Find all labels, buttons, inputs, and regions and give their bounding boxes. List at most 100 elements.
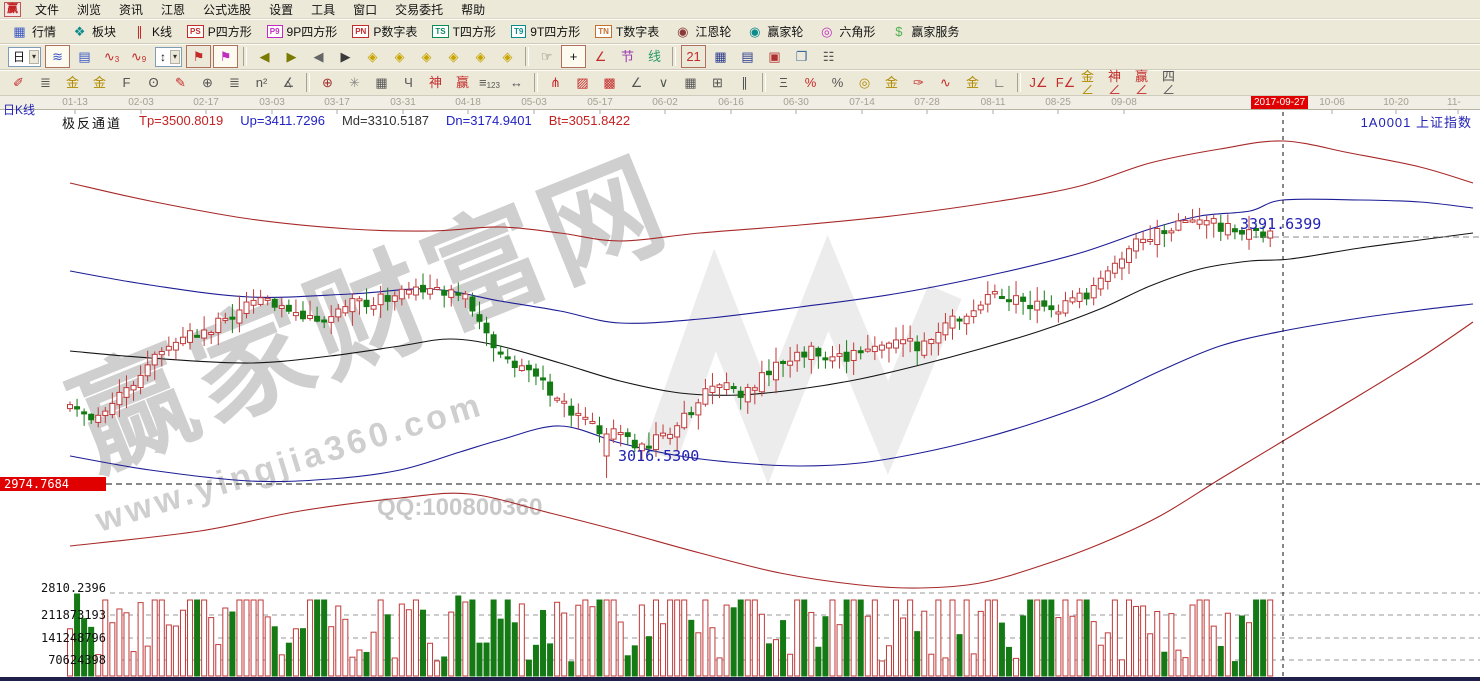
menu-item-settings[interactable]: 设置 [269, 2, 294, 17]
last-page-button[interactable]: ▶ [279, 45, 304, 68]
menu-item-trade-order[interactable]: 交易委托 [395, 2, 444, 17]
width-measure-button[interactable]: ↔ [504, 71, 529, 94]
color-flag-button[interactable]: ⚑ [213, 45, 239, 68]
parallel-channel-button[interactable]: ∥ [732, 71, 757, 94]
golden-band-button[interactable]: 金 [87, 71, 112, 94]
menu-item-window[interactable]: 窗口 [353, 2, 378, 17]
wave-3-button[interactable]: ∿ 3 [99, 45, 124, 68]
shift-right-button[interactable]: ◈ [387, 45, 412, 68]
toolbar-item-quotes[interactable]: ▦ 行情 [11, 23, 56, 40]
golden-circle-button[interactable]: ◎ [852, 71, 877, 94]
ink-marker-button[interactable]: ✑ [906, 71, 931, 94]
fan-lines-button[interactable]: ⋔ [543, 71, 568, 94]
shifted-grid-button[interactable]: ⊞ [705, 71, 730, 94]
win-gann-button[interactable]: 赢 [450, 71, 475, 94]
toolbar-item-gann-wheel[interactable]: ◉ 江恩轮 [674, 23, 731, 40]
screenshot-button[interactable]: ❐ [789, 45, 814, 68]
angle-ruler-button[interactable]: ∡ [276, 71, 301, 94]
candle-style[interactable]: ↕ ▾ [155, 46, 183, 67]
gold-angle-button[interactable]: 金∠ [1080, 70, 1105, 96]
toolbar-item-winner-service[interactable]: $ 赢家服务 [890, 23, 959, 40]
menu-item-browse[interactable]: 浏览 [77, 2, 102, 17]
fit-vertical-button[interactable]: ◈ [495, 45, 520, 68]
compress-x-button[interactable]: ◈ [441, 45, 466, 68]
golden-grid-button[interactable]: 金 [60, 71, 85, 94]
wave-band-button[interactable]: ∿ [933, 71, 958, 94]
gann-flag-button[interactable]: ⚑ [186, 45, 212, 68]
golden-rule-button[interactable]: 金 [879, 71, 904, 94]
j-angle-button[interactable]: J∠ [1026, 71, 1051, 94]
menu-item-gann[interactable]: 江恩 [161, 2, 186, 17]
hand-tool-button[interactable]: ☞ [534, 45, 559, 68]
j-angle-icon: J∠ [1029, 75, 1048, 90]
square-of-nine-button[interactable]: n² [249, 71, 274, 94]
toolbar-item-winner-wheel[interactable]: ◉ 赢家轮 [746, 23, 803, 40]
notes-button[interactable]: ▤ [735, 45, 760, 68]
menu-item-news[interactable]: 资讯 [119, 2, 144, 17]
toolbar-item-9p-square[interactable]: P9 9P四方形 [266, 23, 337, 40]
line-marker-button[interactable]: 线 [642, 45, 667, 68]
toolbar-item-t-square[interactable]: TS T四方形 [432, 23, 496, 40]
pencil-tool-button[interactable]: ✐ [6, 71, 31, 94]
date-tick-07-28: 07-28 [914, 97, 940, 108]
angle-measure-button[interactable]: ∠ [588, 45, 613, 68]
pencil-lines-button[interactable]: ✎ [168, 71, 193, 94]
toolbar-item-t-number-table[interactable]: TN T数字表 [595, 23, 659, 40]
crosshair-tool-icon: + [569, 49, 578, 64]
four-angle-button[interactable]: 四∠ [1161, 70, 1186, 96]
hatched-box-button[interactable]: ▩ [597, 71, 622, 94]
percent-tool-button[interactable]: % [825, 71, 850, 94]
crosshair-tool-button[interactable]: + [561, 45, 587, 68]
next-bar-button[interactable]: ▶ [333, 45, 358, 68]
print-button[interactable]: ☷ [816, 45, 841, 68]
ruler-123-button[interactable]: ≡ 123 [477, 71, 502, 94]
calendar-button[interactable]: 21 [681, 45, 707, 68]
golden-channel-button[interactable]: 金 [960, 71, 985, 94]
win-angle-button[interactable]: 赢∠ [1134, 70, 1159, 96]
wave-9-button[interactable]: ∿ 9 [126, 45, 151, 68]
toolbar-item-kline[interactable]: ∥ K线 [131, 23, 172, 40]
toolbar-item-p-square[interactable]: PS P四方形 [187, 23, 252, 40]
price-grid-button[interactable]: ▦ [678, 71, 703, 94]
menu-item-formula-stock-pick[interactable]: 公式选股 [203, 2, 252, 17]
fib-tool-button[interactable]: F [114, 71, 139, 94]
gann-circle-button[interactable]: ⊕ [195, 71, 220, 94]
check-wave-button[interactable]: ∨ [651, 71, 676, 94]
menu-item-tools[interactable]: 工具 [311, 2, 336, 17]
kline-chart-canvas[interactable]: 赢家财富网www.yingjia360.comQQ:1008003603391.… [0, 110, 1480, 681]
segment-marker-button[interactable]: 节 [615, 45, 640, 68]
first-page-button[interactable]: ◀ [252, 45, 277, 68]
shift-left-button[interactable]: ◈ [360, 45, 385, 68]
corner-ruler-button[interactable]: ∟ [987, 71, 1012, 94]
level-ruler-button[interactable]: Ξ [771, 71, 796, 94]
toolbar-item-p-number-table[interactable]: PN P数字表 [352, 23, 417, 40]
shift-right-icon: ◈ [394, 49, 405, 64]
expand-x-button[interactable]: ◈ [414, 45, 439, 68]
calculator-button[interactable]: ▦ [708, 45, 733, 68]
indicator-value-dn: Dn=3174.9401 [446, 113, 532, 128]
toolbar-item-hexagon[interactable]: ◎ 六角形 [818, 23, 875, 40]
percent-line-button[interactable]: % [798, 71, 823, 94]
f-angle-button[interactable]: F∠ [1053, 71, 1078, 94]
toolbar-item-sectors[interactable]: ❖ 板块 [71, 23, 116, 40]
star-tool-button[interactable]: ✳ [342, 71, 367, 94]
time-ruler-button[interactable]: ≣ [222, 71, 247, 94]
zoom-all-button[interactable]: ◈ [468, 45, 493, 68]
box-grid-button[interactable]: ▦ [369, 71, 394, 94]
circle-target-button[interactable]: ⊕ [315, 71, 340, 94]
period-selector[interactable]: 日 ▾ [8, 46, 42, 67]
trend-angle-button[interactable]: ∠ [624, 71, 649, 94]
shen-gann-button[interactable]: 神 [423, 71, 448, 94]
toolbar-item-9t-square[interactable]: T9 9T四方形 [510, 23, 580, 40]
prev-bar-button[interactable]: ◀ [306, 45, 331, 68]
wave-mark-button[interactable]: Ч [396, 71, 421, 94]
pattern-view-button[interactable]: ≋ [45, 45, 71, 68]
spiral-tool-button[interactable]: ʘ [141, 71, 166, 94]
menu-item-file[interactable]: 文件 [35, 2, 60, 17]
menu-item-help[interactable]: 帮助 [461, 2, 486, 17]
info-panel-button[interactable]: ▤ [72, 45, 97, 68]
gann-lines-button[interactable]: ≣ [33, 71, 58, 94]
shaded-box-button[interactable]: ▨ [570, 71, 595, 94]
save-button[interactable]: ▣ [762, 45, 787, 68]
shen-angle-button[interactable]: 神∠ [1107, 70, 1132, 96]
